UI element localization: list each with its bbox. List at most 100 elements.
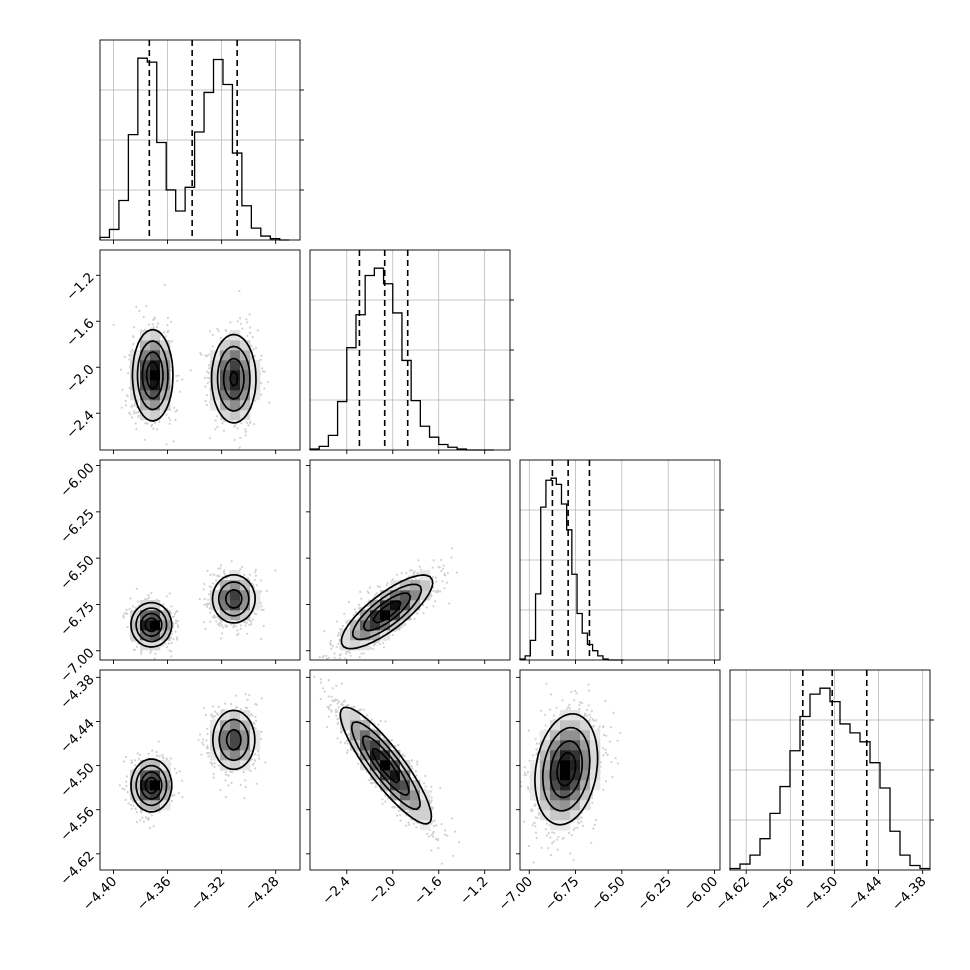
density-cell <box>350 630 361 641</box>
contour-line <box>140 728 242 800</box>
contour-line <box>372 600 402 624</box>
y-tick-label: −1.6 <box>63 316 97 350</box>
density-cell <box>540 770 551 781</box>
x-tick-label: −4.62 <box>712 874 753 915</box>
density-cell <box>370 750 381 761</box>
density-cell <box>530 790 541 801</box>
density-cell <box>390 600 401 611</box>
density-cell <box>570 720 581 731</box>
density-cell <box>240 340 251 351</box>
density-cell <box>370 740 381 751</box>
pair-frame-0-2 <box>99 459 301 661</box>
histogram-step-line <box>99 57 290 241</box>
x-tick-label: −6.75 <box>542 874 583 915</box>
contour-line <box>140 588 243 637</box>
y-tick-label: −1.2 <box>63 270 97 304</box>
density-cell <box>570 810 581 821</box>
pair-panel-1-2 <box>318 547 459 660</box>
density-cell <box>390 770 401 781</box>
density-cell <box>230 580 241 591</box>
histogram-step-line <box>309 267 494 451</box>
density-cell <box>590 760 601 771</box>
pair-frame-1-2 <box>309 459 511 661</box>
density-cell <box>560 770 571 781</box>
contour-line <box>135 581 250 643</box>
contour-line <box>141 351 245 400</box>
density-cell <box>420 580 431 591</box>
density-cell <box>580 750 591 761</box>
density-cell <box>360 620 371 631</box>
density-cell <box>150 360 161 371</box>
density-cell <box>580 760 591 771</box>
density-cell <box>230 760 241 771</box>
density-cell <box>230 590 241 601</box>
density-cell <box>220 720 231 731</box>
y-tick-label: −6.50 <box>57 552 98 593</box>
contour-line <box>350 721 421 811</box>
density-cell <box>550 720 561 731</box>
x-tick-label: −4.36 <box>134 874 175 915</box>
density-cell <box>140 380 151 391</box>
density-cell <box>240 390 251 401</box>
density-cell <box>150 770 161 781</box>
density-cell <box>220 730 231 741</box>
density-cell <box>540 740 551 751</box>
density-cell <box>220 350 231 361</box>
density-cell <box>230 740 241 751</box>
density-cell <box>220 590 231 601</box>
pair-panel-0-1 <box>112 284 271 449</box>
density-cell <box>210 360 221 371</box>
density-cell <box>570 800 581 811</box>
density-cell <box>160 380 171 391</box>
x-tick-label: −4.40 <box>80 874 121 915</box>
contour-line <box>371 747 400 784</box>
density-cell <box>240 410 251 421</box>
contour-line <box>339 706 433 825</box>
density-cell <box>150 390 161 401</box>
contour-line <box>130 709 256 813</box>
density-cell <box>380 590 391 601</box>
density-cell <box>340 710 351 721</box>
x-tick-label: −2.0 <box>365 874 399 908</box>
density-cell <box>560 810 571 821</box>
density-cell <box>220 710 231 721</box>
contour-line <box>340 574 434 650</box>
x-tick-label: −4.28 <box>242 874 283 915</box>
histogram-frame-2 <box>519 459 721 661</box>
density-cell <box>550 740 561 751</box>
density-cell <box>240 610 251 621</box>
y-tick-label: −4.50 <box>57 760 98 801</box>
density-cell <box>230 600 241 611</box>
density-cell <box>340 640 351 651</box>
density-cell <box>130 630 141 641</box>
density-cell <box>220 610 231 621</box>
density-cell <box>140 800 151 811</box>
pair-frame-1-3 <box>309 669 511 871</box>
y-tick-label: −4.62 <box>57 848 98 889</box>
density-cell <box>370 600 381 611</box>
density-cell <box>360 760 371 771</box>
y-tick-label: −2.0 <box>63 362 97 396</box>
density-cell <box>240 750 251 761</box>
density-cell <box>380 600 391 611</box>
density-cell <box>140 630 151 641</box>
y-tick-label: −4.56 <box>57 804 98 845</box>
density-cell <box>570 750 581 761</box>
density-cell <box>370 730 381 741</box>
density-cell <box>390 620 401 631</box>
density-cell <box>550 780 561 791</box>
density-cell <box>360 610 371 621</box>
y-tick-label: −6.75 <box>57 599 98 640</box>
density-cell <box>400 590 411 601</box>
density-cell <box>560 790 571 801</box>
density-cell <box>410 600 421 611</box>
density-cell <box>350 740 361 751</box>
density-cell <box>570 780 581 791</box>
density-cell <box>210 400 221 411</box>
density-cell <box>230 710 241 721</box>
density-cell <box>220 380 231 391</box>
pair-panel-0-2 <box>122 560 277 660</box>
density-cell <box>210 390 221 401</box>
x-tick-label: −4.38 <box>889 874 930 915</box>
